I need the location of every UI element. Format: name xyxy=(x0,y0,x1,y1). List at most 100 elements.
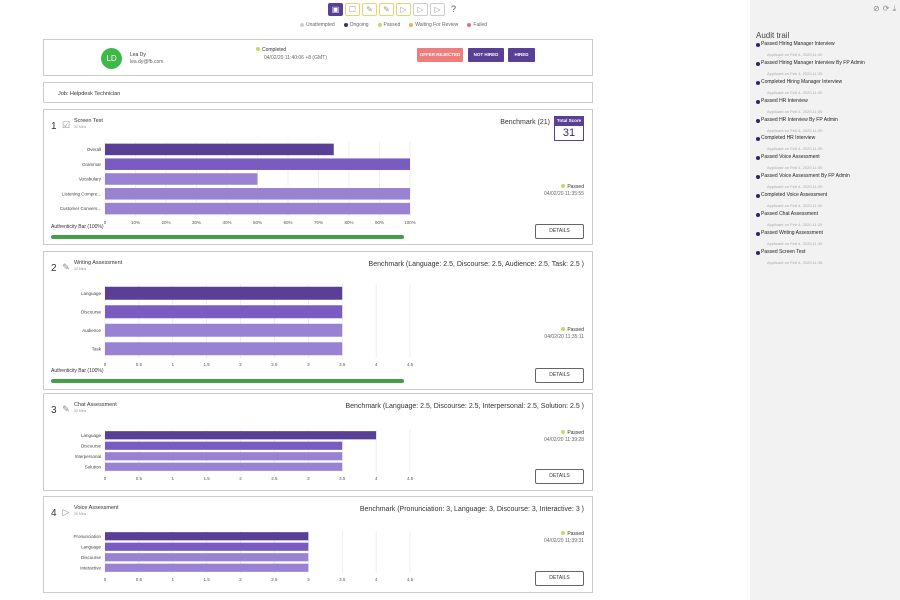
tick-label: 1 xyxy=(172,577,175,582)
category-label: Language xyxy=(81,291,102,296)
audit-time: Applicant on Feb 4, 2020,11:39 xyxy=(767,222,823,228)
audit-time: Applicant on Feb 4, 2020,11:40 xyxy=(767,70,823,76)
bar xyxy=(105,202,410,215)
audit-time: Applicant on Feb 4, 2020,11:39 xyxy=(767,146,823,152)
audit-item: Passed Voice Assessment Applicant on Feb … xyxy=(756,154,896,173)
category-label: Grammar xyxy=(82,162,102,167)
tick-label: 0 xyxy=(104,577,107,582)
category-label: Pronunciation xyxy=(73,534,101,539)
legend-label: Failed xyxy=(473,22,488,28)
passed-label: Passed xyxy=(567,184,584,190)
tick-label: 3 xyxy=(307,476,310,481)
category-label: Audience xyxy=(82,328,101,333)
chat-assessment-section: 3 ✎ Chat Assessment 30 Mins Benchmark (L… xyxy=(43,393,593,491)
tick-label: 3.5 xyxy=(339,476,346,481)
candidate-card: LD Lea Dy lea.dy@fb.com Completed 04/02/… xyxy=(43,39,593,76)
details-button[interactable]: DETAILS xyxy=(535,224,584,239)
audit-dot xyxy=(756,194,760,199)
tick-label: 4.5 xyxy=(407,577,414,582)
section-duration: 30 Mins xyxy=(74,512,87,516)
hired-button[interactable]: HIRED xyxy=(508,48,535,62)
category-label: Interpersonal xyxy=(75,454,101,459)
legend-dot xyxy=(343,22,348,27)
avatar: LD xyxy=(101,48,122,69)
total-score-value: 31 xyxy=(554,125,584,141)
section-number: 1 xyxy=(51,121,57,132)
tick-label: 1.5 xyxy=(204,577,211,582)
passed-date: 04/02/20 11:39:31 xyxy=(544,538,584,544)
audit-dot xyxy=(756,250,760,255)
category-label: Language xyxy=(81,544,102,549)
pencil-icon: ✎ xyxy=(62,404,70,414)
audit-text: Passed HR Interview By FP Admin xyxy=(761,116,838,123)
details-button[interactable]: DETAILS xyxy=(535,469,584,484)
category-label: Listening Compre... xyxy=(62,191,101,196)
passed-date: 04/02/20 11:39:28 xyxy=(544,437,584,443)
writing-assessment-chart: 0 0.5 1 1.5 2 2.5 3 3.5 4 4.5 Language Discourse Aud… xyxy=(81,284,414,367)
passed-dot xyxy=(561,531,566,535)
status-dot xyxy=(256,47,260,51)
legend-item: Passed xyxy=(377,22,400,28)
play-icon: ▷ xyxy=(62,507,70,517)
help-icon[interactable]: ? xyxy=(450,4,456,14)
tick-label: 2.5 xyxy=(271,362,278,367)
category-label: Vocabulary xyxy=(79,177,102,182)
tick-label: 0.5 xyxy=(136,362,143,367)
tick-label: 3 xyxy=(307,577,310,582)
tick-label: 4 xyxy=(375,362,378,367)
bar xyxy=(105,462,343,471)
category-label: Customer Convers... xyxy=(60,206,101,211)
tick-label: 4.5 xyxy=(407,476,414,481)
audit-dot xyxy=(756,175,760,180)
checkbox-icon: ☑ xyxy=(61,120,71,130)
passed-status: Passed xyxy=(561,430,584,436)
pencil-icon[interactable]: ✎ xyxy=(379,3,394,16)
screen-test-chart: 0 10% 20% 30% 40% 50% 60% 70% 80% 90% 100% Overall G… xyxy=(60,142,416,225)
bar xyxy=(105,542,309,551)
refresh-icon[interactable]: ⟳ xyxy=(882,4,890,13)
play-icon[interactable]: ▷ xyxy=(413,3,428,16)
tick-label: 3.5 xyxy=(339,577,346,582)
section-title: Writing Assessment xyxy=(74,260,123,266)
audit-dot xyxy=(756,156,760,161)
download-icon[interactable]: ⤓ xyxy=(892,4,896,13)
audit-text: Completed Hiring Manager Interview xyxy=(761,78,843,85)
candidate-name: Lea Dy xyxy=(130,52,146,58)
tick-label: 90% xyxy=(375,220,384,225)
audit-text: Passed HR Interview xyxy=(761,97,808,104)
pencil-icon[interactable]: ✎ xyxy=(362,3,377,16)
tick-label: 2 xyxy=(239,476,242,481)
passed-status: Passed xyxy=(561,327,584,333)
play-icon[interactable]: ▷ xyxy=(430,3,445,16)
audit-dot xyxy=(756,213,760,218)
details-button[interactable]: DETAILS xyxy=(535,368,584,383)
tick-label: 2 xyxy=(239,577,242,582)
status-date: 04/02/20 11:40:06 +8 (GMT) xyxy=(264,55,327,61)
audit-item: Passed Screen Test Applicant on Feb 4, 20… xyxy=(756,249,896,268)
legend-dot xyxy=(467,22,472,27)
voice-assessment-section: 4 ▷ Voice Assessment 30 Mins Benchmark (… xyxy=(43,496,593,593)
bar xyxy=(105,441,343,450)
bar xyxy=(105,286,343,300)
calendar-icon[interactable]: ▣ xyxy=(328,3,343,16)
audit-text: Passed Voice Assessment By FP Admin xyxy=(761,173,850,180)
checkbox-icon[interactable]: ☐ xyxy=(345,3,360,16)
bar xyxy=(105,532,309,541)
bar xyxy=(105,188,410,200)
bar xyxy=(105,305,343,319)
benchmark-label: Benchmark (Language: 2.5, Discourse: 2.5… xyxy=(368,261,584,268)
not-hired-button[interactable]: NOT HIRED xyxy=(468,48,504,62)
passed-dot xyxy=(561,430,566,434)
audit-dot xyxy=(756,43,760,47)
legend-item: Ongoing xyxy=(343,22,369,28)
passed-date: 04/02/20 11:35:11 xyxy=(544,334,584,340)
tick-label: 50% xyxy=(253,220,262,225)
sidebar-toolbar: ⊘ ⟳ ⤓ xyxy=(873,4,896,14)
details-button[interactable]: DETAILS xyxy=(535,571,584,586)
play-icon[interactable]: ▷ xyxy=(396,3,411,16)
check-circle-icon[interactable]: ⊘ xyxy=(873,4,880,13)
offer-rejected-button[interactable]: OFFER REJECTED xyxy=(417,48,463,62)
audit-dot xyxy=(756,80,760,85)
category-label: Interactive xyxy=(80,565,101,570)
audit-text: Passed Writing Assessment xyxy=(761,229,823,236)
